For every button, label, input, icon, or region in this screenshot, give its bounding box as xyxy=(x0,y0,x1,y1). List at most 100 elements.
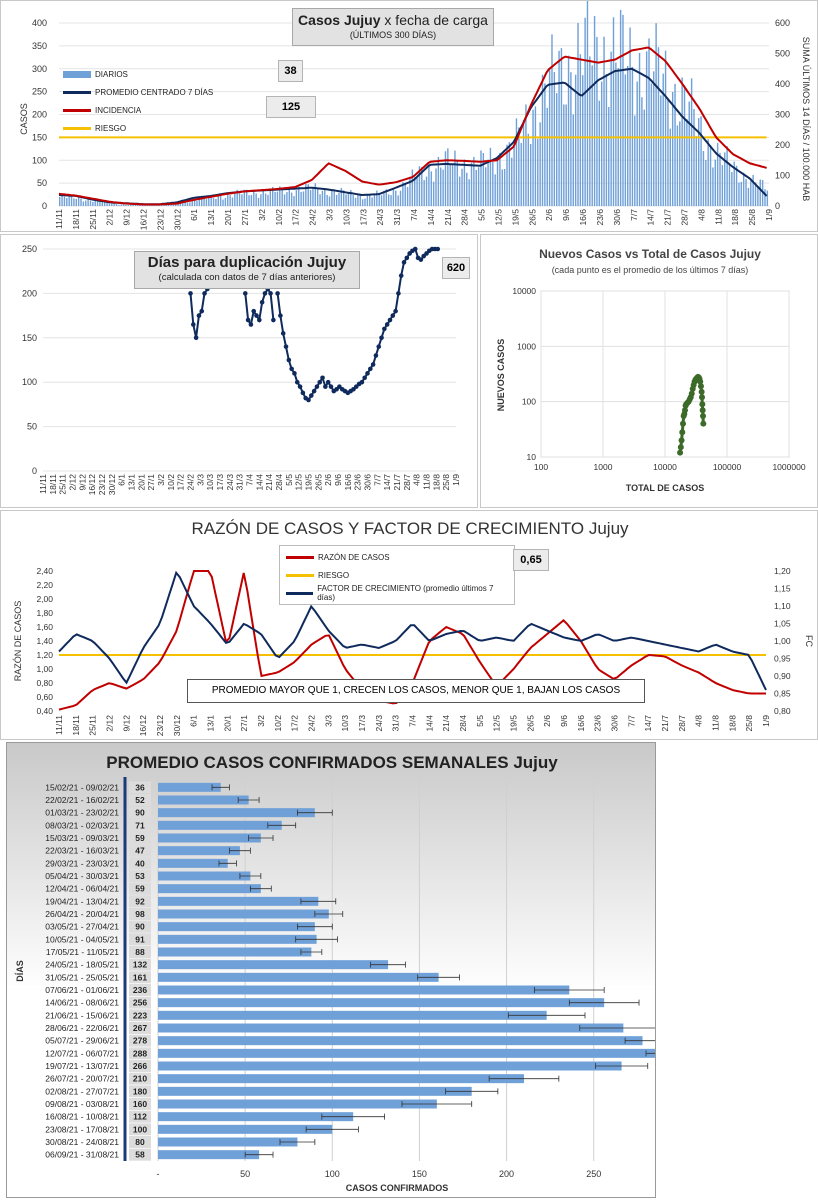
daily-cases-bar xyxy=(132,204,134,206)
daily-cases-subtitle: (ÚLTIMOS 300 DÍAS) xyxy=(349,30,437,40)
daily-cases-bar xyxy=(522,119,525,206)
row-value-label: 180 xyxy=(133,1086,147,1096)
row-date-label: 05/07/21 - 29/06/21 xyxy=(45,1036,119,1046)
doubling-point xyxy=(404,255,410,261)
daily-cases-bar xyxy=(627,65,629,206)
x-tick-label: 2/6 xyxy=(544,209,554,221)
row-value-box xyxy=(129,781,151,794)
daily-cases-bar xyxy=(707,139,709,206)
daily-cases-bar xyxy=(141,204,144,206)
doubling-point xyxy=(323,384,328,389)
daily-cases-bar xyxy=(127,204,130,206)
daily-cases-bar xyxy=(404,184,406,206)
daily-cases-bar xyxy=(754,182,757,206)
row-value-label: 267 xyxy=(133,1023,147,1033)
daily-cases-bar xyxy=(716,142,719,206)
x-tick-label: 1/9 xyxy=(764,209,774,221)
row-value-label: 160 xyxy=(133,1099,147,1109)
legend-fc: FACTOR DE CRECIMIENTO (promedio últimos … xyxy=(286,584,508,602)
y2-tick-label: 0,85 xyxy=(774,689,791,699)
growth-factor-line xyxy=(58,570,767,691)
y-tick-label: 100 xyxy=(522,397,536,407)
x-tick-label: 7/4 xyxy=(245,474,255,486)
x-tick-label: 9/12 xyxy=(77,474,87,491)
x-tick-label: 28/7 xyxy=(402,474,412,491)
row-date-label: 26/07/21 - 20/07/21 xyxy=(45,1074,119,1084)
daily-cases-bar xyxy=(586,1,589,207)
y2-axis-label: FC xyxy=(804,635,814,647)
weekly-bar xyxy=(158,1036,643,1046)
daily-cases-bar xyxy=(726,146,728,206)
x-tick-label: 100000 xyxy=(713,462,742,472)
daily-cases-bar xyxy=(262,190,264,206)
y2-tick-label: 300 xyxy=(775,110,790,120)
x-tick-label: 30/6 xyxy=(612,209,622,226)
row-value-box xyxy=(129,958,151,971)
row-value-label: 88 xyxy=(135,947,145,957)
daily-cases-bar xyxy=(347,191,350,206)
row-date-label: 30/08/21 - 24/08/21 xyxy=(45,1137,119,1147)
y-tick-label: 1,40 xyxy=(36,636,53,646)
daily-cases-bar xyxy=(674,83,676,206)
x-tick-label: 24/2 xyxy=(308,209,318,226)
daily-cases-bar xyxy=(130,204,132,206)
daily-cases-bar xyxy=(551,34,553,206)
daily-cases-bar xyxy=(281,188,283,206)
weekly-bar xyxy=(158,871,251,881)
x-tick-label: 18/11 xyxy=(71,715,81,736)
legend-label-fc: FACTOR DE CRECIMIENTO (promedio últimos … xyxy=(317,584,494,602)
x-tick-label: 100 xyxy=(325,1169,340,1179)
daily-cases-bar xyxy=(101,202,104,206)
x-tick-label: 17/2 xyxy=(290,715,300,732)
weekly-bar xyxy=(158,998,605,1008)
y-tick-label: 0,80 xyxy=(36,678,53,688)
row-date-label: 28/06/21 - 22/06/21 xyxy=(45,1023,119,1033)
ratio-growth-note: PROMEDIO MAYOR QUE 1, CRECEN LOS CASOS, … xyxy=(187,679,645,703)
daily-cases-bar xyxy=(283,194,286,206)
x-tick-label: 5/5 xyxy=(477,209,487,221)
x-tick-label: 20/1 xyxy=(222,715,232,732)
daily-cases-bar xyxy=(309,190,312,206)
daily-cases-bar xyxy=(352,195,354,206)
row-value-box xyxy=(129,1034,151,1047)
daily-cases-bar xyxy=(217,195,219,206)
row-date-label: 14/06/21 - 08/06/21 xyxy=(45,998,119,1008)
daily-cases-bar xyxy=(75,198,77,206)
row-date-label: 21/06/21 - 15/06/21 xyxy=(45,1010,119,1020)
y2-tick-label: 100 xyxy=(775,171,790,181)
daily-cases-bar xyxy=(534,106,537,206)
x-tick-label: 13/1 xyxy=(206,209,216,226)
daily-cases-bar xyxy=(122,204,125,206)
daily-cases-bar xyxy=(290,192,293,206)
daily-cases-bar xyxy=(350,190,352,206)
x-tick-label: 21/7 xyxy=(660,715,670,732)
x-tick-label: 17/3 xyxy=(358,209,368,226)
daily-cases-bar xyxy=(163,204,165,206)
daily-cases-bar xyxy=(115,204,118,206)
daily-cases-bar xyxy=(354,197,357,206)
daily-cases-bar xyxy=(201,196,203,206)
daily-cases-legend: DIARIOS PROMEDIO CENTRADO 7 DÍAS INCIDEN… xyxy=(63,65,213,137)
daily-cases-bar xyxy=(747,187,750,206)
daily-cases-bar xyxy=(565,104,567,206)
x-tick-label: 17/2 xyxy=(176,474,186,491)
daily-cases-bar xyxy=(660,95,662,206)
daily-cases-bar xyxy=(714,159,716,206)
daily-cases-bar xyxy=(440,167,442,206)
daily-cases-bar xyxy=(231,197,234,206)
x-tick-label: 25/11 xyxy=(88,209,98,230)
new-vs-total-subtitle: (cada punto es el promedio de los último… xyxy=(551,265,749,275)
weekly-bar xyxy=(158,985,570,995)
daily-cases-bar xyxy=(466,172,468,206)
x-tick-label: 18/11 xyxy=(71,209,81,230)
x-tick-label: 10/3 xyxy=(340,715,350,732)
new-vs-total-title: Nuevos Casos vs Total de Casos Jujuy xyxy=(539,247,761,261)
x-tick-label: 10000 xyxy=(653,462,677,472)
daily-cases-bar xyxy=(120,204,122,206)
x-tick-label: 9/6 xyxy=(561,209,571,221)
doubling-point xyxy=(248,322,254,327)
daily-cases-bar xyxy=(272,186,274,206)
daily-cases-bar xyxy=(435,168,437,206)
x-tick-label: 6/1 xyxy=(189,209,199,221)
daily-cases-bar xyxy=(361,199,364,206)
